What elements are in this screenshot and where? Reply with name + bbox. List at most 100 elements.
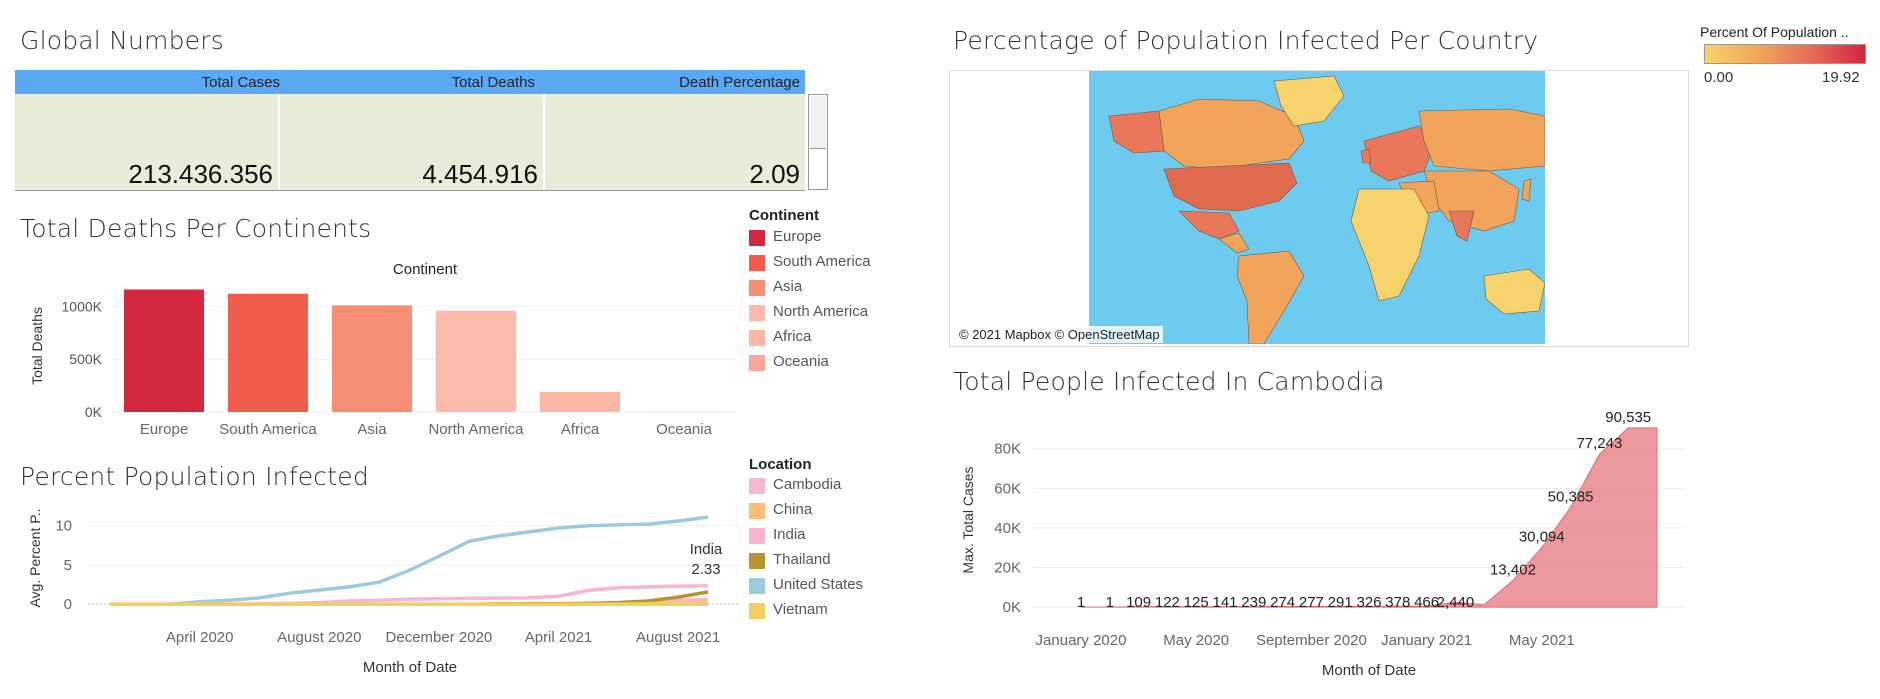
area-data-label: 122 xyxy=(1155,594,1180,611)
area-xtick-label: May 2021 xyxy=(1509,632,1575,649)
area-ytick-label: 80K xyxy=(994,441,1021,458)
area-data-label: 239 xyxy=(1241,594,1266,611)
legend-swatch[interactable] xyxy=(749,255,765,271)
legend-label[interactable]: China xyxy=(773,501,813,518)
bar-category-label: Asia xyxy=(357,421,387,438)
area-data-label: 50,385 xyxy=(1548,488,1594,505)
line-ytick-label: 10 xyxy=(55,518,72,535)
area-data-label: 77,243 xyxy=(1576,435,1622,452)
legend-swatch[interactable] xyxy=(749,528,765,544)
area-ytick-label: 0K xyxy=(1003,599,1021,616)
legend-label[interactable]: Cambodia xyxy=(773,476,842,493)
map-region-south-america xyxy=(1236,250,1305,344)
legend-label[interactable]: Thailand xyxy=(773,551,831,568)
death-percentage-cell: 2.09 xyxy=(545,94,805,190)
deaths-chart-title: Total Deaths Per Continents xyxy=(20,214,372,243)
legend-swatch[interactable] xyxy=(749,230,765,246)
bar-category-label: North America xyxy=(428,421,524,438)
bar-category-label: Oceania xyxy=(656,421,713,438)
area-xlabel: Month of Date xyxy=(1322,662,1416,679)
area-xtick-label: January 2021 xyxy=(1381,632,1472,649)
continent-legend: Europe South America Asia North America Afri… xyxy=(749,228,899,380)
legend-label[interactable]: Asia xyxy=(773,278,803,295)
bar-north-america xyxy=(436,310,516,412)
bar-south-america xyxy=(228,293,308,412)
bar-ytick-label: 500K xyxy=(69,351,102,367)
legend-swatch[interactable] xyxy=(749,503,765,519)
legend-label[interactable]: North America xyxy=(773,303,869,320)
legend-swatch[interactable] xyxy=(749,578,765,594)
percent-infected-line-chart: 0 5 10 Avg. Percent P.. April 2020 August 202… xyxy=(27,508,740,676)
legend-swatch[interactable] xyxy=(749,478,765,494)
legend-swatch[interactable] xyxy=(749,553,765,569)
legend-label[interactable]: Oceania xyxy=(773,353,829,370)
location-legend-title: Location xyxy=(749,456,812,473)
total-deaths-value: 4.454.916 xyxy=(422,159,538,189)
map-region-africa xyxy=(1350,188,1430,302)
area-data-label: 90,535 xyxy=(1605,409,1651,426)
continent-legend-title: Continent xyxy=(749,207,819,224)
legend-label[interactable]: Vietnam xyxy=(773,601,828,618)
legend-label[interactable]: Africa xyxy=(773,328,812,345)
bar-ylabel: Total Deaths xyxy=(29,307,45,385)
legend-label[interactable]: South America xyxy=(773,253,871,270)
map-region-australia xyxy=(1483,268,1545,315)
map-attribution[interactable]: © 2021 Mapbox © OpenStreetMap xyxy=(956,326,1163,343)
table-scrollbar[interactable] xyxy=(808,94,828,190)
area-data-label: 466 xyxy=(1414,594,1439,611)
legend-swatch[interactable] xyxy=(749,603,765,619)
legend-label[interactable]: United States xyxy=(773,576,864,593)
global-numbers-table: 213.436.356 4.454.916 2.09 xyxy=(15,94,805,191)
legend-label[interactable]: Europe xyxy=(773,228,822,245)
area-xtick-label: September 2020 xyxy=(1256,632,1367,649)
area-data-label: 274 xyxy=(1270,594,1295,611)
map-region-greenland xyxy=(1273,75,1345,127)
map-region-russia xyxy=(1418,108,1545,172)
scrollbar-thumb[interactable] xyxy=(810,96,826,149)
map-region-india xyxy=(1448,210,1475,242)
area-ytick-label: 20K xyxy=(994,559,1021,576)
line-xtick-label: August 2020 xyxy=(277,629,361,646)
map-region-alaska xyxy=(1108,110,1165,154)
map-region-uk xyxy=(1360,148,1372,164)
world-map[interactable]: © 2021 Mapbox © OpenStreetMap xyxy=(949,70,1689,347)
area-data-label: 30,094 xyxy=(1519,529,1565,546)
line-xtick-label: December 2020 xyxy=(386,629,493,646)
map-region-mexico xyxy=(1178,210,1240,240)
legend-swatch[interactable] xyxy=(749,355,765,371)
area-data-label: 277 xyxy=(1299,594,1324,611)
bar-ytick-label: 1000K xyxy=(62,298,103,314)
area-data-label: 1 xyxy=(1106,594,1114,611)
area-data-label: 1 xyxy=(1077,594,1085,611)
map-title: Percentage of Population Infected Per Co… xyxy=(953,26,1539,55)
location-legend: Cambodia China India Thailand United States V… xyxy=(749,476,899,628)
legend-swatch[interactable] xyxy=(749,330,765,346)
legend-label[interactable]: India xyxy=(773,526,806,543)
line-xtick-label: April 2021 xyxy=(525,629,593,646)
bar-ytick-label: 0K xyxy=(85,404,103,420)
area-xtick-label: May 2020 xyxy=(1163,632,1229,649)
map-region-canada xyxy=(1158,98,1305,170)
legend-swatch[interactable] xyxy=(749,305,765,321)
map-countries[interactable] xyxy=(1089,71,1545,344)
area-data-label: 291 xyxy=(1328,594,1353,611)
bar-europe xyxy=(124,289,204,412)
total-deaths-cell: 4.454.916 xyxy=(280,94,545,190)
line-ytick-label: 5 xyxy=(64,557,72,574)
area-data-label: 141 xyxy=(1212,594,1237,611)
area-data-label: 13,402 xyxy=(1490,562,1536,579)
area-xtick-label: January 2020 xyxy=(1036,632,1127,649)
percent-infected-title: Percent Population Infected xyxy=(20,462,369,491)
color-scale-bar xyxy=(1704,44,1866,64)
line-xlabel: Month of Date xyxy=(363,659,457,676)
map-ocean[interactable] xyxy=(1089,71,1545,344)
bar-asia xyxy=(332,305,412,412)
line-series-united-states xyxy=(110,515,709,606)
line-xtick-label: April 2020 xyxy=(166,629,234,646)
area-data-label: 125 xyxy=(1184,594,1209,611)
deaths-bar-chart: Continent 0K 500K 1000K Total Deaths Europe So… xyxy=(29,261,736,438)
bar-top-label: Continent xyxy=(393,261,458,278)
area-ytick-label: 60K xyxy=(994,480,1021,497)
bar-africa xyxy=(540,391,620,412)
legend-swatch[interactable] xyxy=(749,280,765,296)
